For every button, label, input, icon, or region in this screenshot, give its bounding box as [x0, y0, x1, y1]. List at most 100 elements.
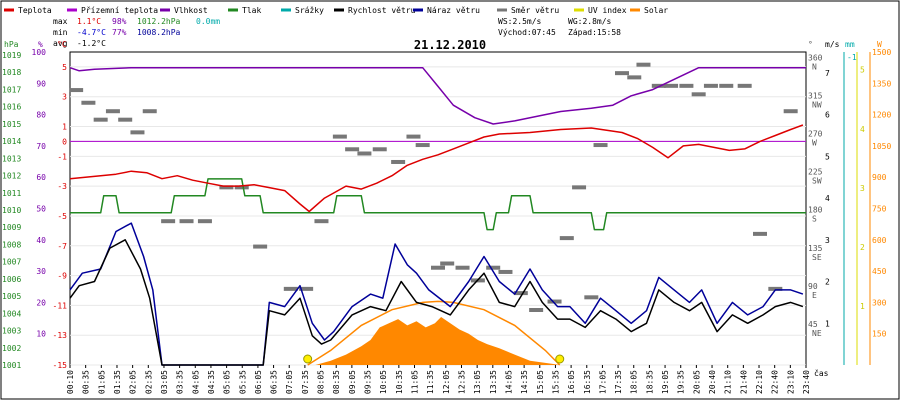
x-tick-label: 17:05	[598, 370, 607, 394]
hpa-tick: 1013	[2, 154, 21, 163]
x-tick-label: 23:40	[802, 370, 811, 394]
x-tick-label: 05:35	[238, 370, 247, 394]
ms-tick: 1	[825, 319, 830, 328]
x-tick-label: 11:35	[426, 370, 435, 394]
hpa-tick: 1008	[2, 240, 21, 249]
x-tick-label: 15:35	[551, 370, 560, 394]
temp-tick: 0	[62, 137, 67, 146]
x-tick-label: 13:05	[473, 370, 482, 394]
x-tick-label: 14:05	[504, 370, 513, 394]
dir-tick-compass: W	[812, 139, 817, 148]
hpa-tick: 1015	[2, 120, 21, 129]
x-tick-label: 06:05	[254, 370, 263, 394]
temp-tick: -11	[53, 301, 68, 310]
x-tick-label: 03:05	[160, 370, 169, 394]
hpa-tick: 1001	[2, 361, 21, 370]
dir-tick-compass: SW	[812, 177, 822, 186]
hpa-tick: 1011	[2, 189, 21, 198]
solar-tick: 1500	[872, 48, 891, 57]
temp-tick: -5	[57, 212, 67, 221]
hum-unit: %	[38, 40, 43, 49]
solar-tick: 600	[872, 236, 887, 245]
dir-tick: 45	[808, 320, 818, 329]
solar-theoretical-line	[307, 300, 561, 366]
solar-tick: 900	[872, 173, 887, 182]
stats-max-temp: 1.1°C	[77, 17, 101, 26]
temp-tick: -13	[53, 331, 68, 340]
hpa-tick: 1003	[2, 327, 21, 336]
hpa-tick: 1009	[2, 223, 21, 232]
hum-tick: 70	[36, 142, 46, 151]
temp-unit: °C	[57, 40, 67, 49]
stats-max-hum: 98%	[112, 17, 127, 26]
hum-tick: 100	[32, 48, 47, 57]
x-tick-label: 19:05	[661, 370, 670, 394]
dir-tick-compass: S	[812, 215, 817, 224]
dir-tick-compass: NW	[812, 101, 822, 110]
stats-min-label: min	[53, 28, 68, 37]
solar-tick: 1350	[872, 79, 891, 88]
sunset-time: Západ:15:58	[568, 28, 621, 37]
temp-tick: -9	[57, 272, 67, 281]
uv-tick: 2	[860, 243, 865, 252]
dir-tick-compass: SE	[812, 253, 822, 262]
x-tick-label: 07:05	[285, 370, 294, 394]
x-tick-label: 21:10	[724, 370, 733, 394]
dir-tick: 360	[808, 53, 823, 62]
plot-area	[69, 62, 806, 366]
stats-min-press: 1008.2hPa	[137, 28, 181, 37]
solar-unit: W	[877, 40, 882, 49]
ms-tick: 3	[825, 236, 830, 245]
ms-unit: m/s	[825, 40, 840, 49]
wind-speed-line	[69, 239, 804, 366]
temp-tick: -3	[57, 182, 67, 191]
x-tick-label: 15:05	[536, 370, 545, 394]
stats-max-label: max	[53, 17, 68, 26]
rain-tick: -1	[847, 53, 857, 62]
hpa-tick: 1002	[2, 344, 21, 353]
legend-label: Směr větru	[511, 6, 559, 15]
stats-avg-temp: -1.2°C	[77, 39, 106, 48]
x-tick-label: 02:05	[129, 370, 138, 394]
x-tick-label: 23:10	[786, 370, 795, 394]
sunrise-time: Východ:07:45	[498, 28, 556, 37]
hpa-tick: 1017	[2, 85, 21, 94]
rain-unit: mm	[845, 40, 855, 49]
temp-tick: -7	[57, 242, 67, 251]
legend-label: Přízemní teplota	[81, 6, 158, 15]
hpa-tick: 1018	[2, 68, 21, 77]
x-tick-label: 18:05	[630, 370, 639, 394]
x-tick-label: 11:05	[411, 370, 420, 394]
ms-tick: 7	[825, 69, 830, 78]
x-tick-label: 18:35	[645, 370, 654, 394]
ms-tick: 2	[825, 278, 830, 287]
x-tick-label: 09:05	[348, 370, 357, 394]
hpa-tick: 1010	[2, 206, 21, 215]
dir-tick-compass: N	[812, 62, 817, 71]
legend-label: Teplota	[18, 6, 52, 15]
dir-tick-compass: NE	[812, 329, 822, 338]
sun-marker	[303, 354, 313, 364]
dir-unit: °	[808, 40, 813, 49]
chart-title: 21.12.2010	[414, 38, 486, 52]
solar-tick: 300	[872, 298, 887, 307]
legend-label: Vlhkost	[174, 6, 208, 15]
x-tick-label: 17:35	[614, 370, 623, 394]
dir-tick: 180	[808, 206, 823, 215]
wind-ws: WS:2.5m/s	[498, 17, 542, 26]
stats-avg-label: avg	[53, 39, 68, 48]
x-tick-label: 07:35	[301, 370, 310, 394]
solar-tick: 150	[872, 330, 887, 339]
hum-tick: 60	[36, 173, 46, 182]
x-tick-label: 16:05	[567, 370, 576, 394]
dir-tick: 90	[808, 282, 818, 291]
x-tick-label: 01:35	[113, 370, 122, 394]
temp-tick: -1	[57, 152, 67, 161]
solar-tick: 1050	[872, 142, 891, 151]
stats-rain: 0.0mm	[196, 17, 220, 26]
legend-label: Srážky	[295, 6, 324, 15]
x-tick-label: 04:05	[191, 370, 200, 394]
legend-label: Solar	[644, 6, 668, 15]
hpa-tick: 1006	[2, 275, 21, 284]
